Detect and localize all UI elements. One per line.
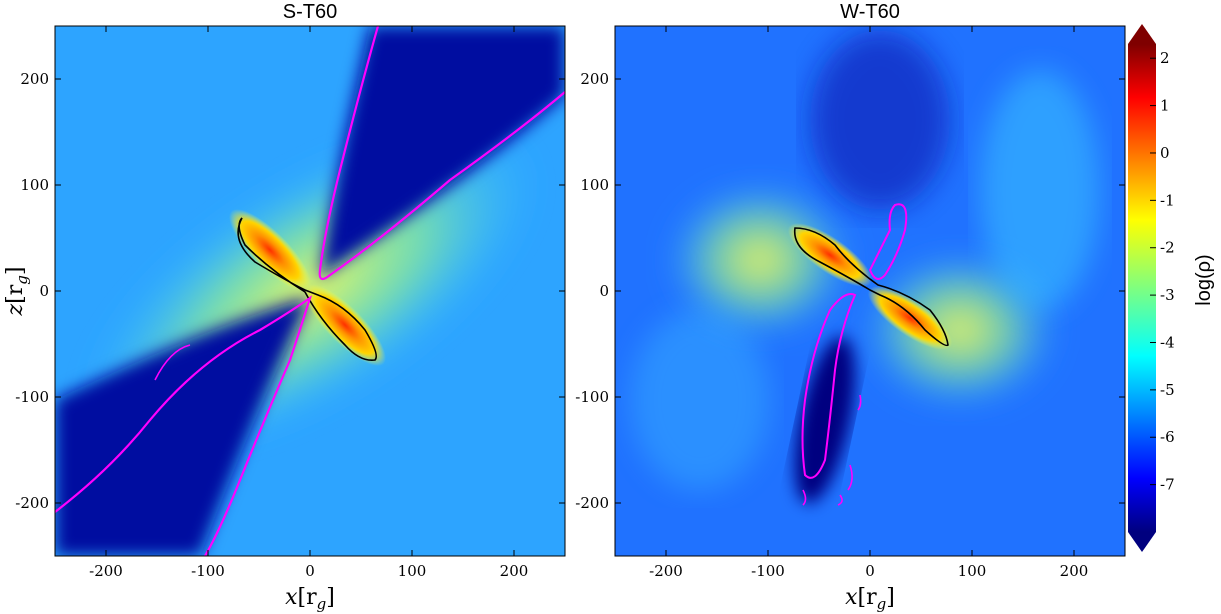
colorbar-gradient [1128, 44, 1156, 532]
right-xtick-label: 100 [958, 562, 987, 580]
left-ticks: -200 -100 0 100 200 -200 -100 0 100 200 [15, 26, 565, 580]
left-disk-contour [237, 217, 378, 362]
right-ticks: -200 -100 0 100 200 -200 -100 0 100 200 [575, 26, 1125, 580]
left-xlabel: x[rg] [285, 585, 335, 613]
panel-left: S-T60 -200 -100 0 100 200 -200 -100 0 100 200 x[r… [3, 1, 566, 613]
colorbar-bottom-arrow [1128, 532, 1156, 552]
right-title: W-T60 [840, 1, 900, 23]
left-ytick-label: 0 [39, 282, 49, 300]
left-funnel-contour-2 [55, 295, 313, 556]
right-heatmap [615, 26, 1125, 556]
colorbar: 2 1 0 -1 -2 -3 -4 -5 -6 -7 log(ρ) [1128, 24, 1215, 552]
left-xtick-label: 0 [305, 562, 315, 580]
colorbar-ticks: 2 1 0 -1 -2 -3 -4 -5 -6 -7 [1150, 49, 1175, 494]
left-xtick-label: 200 [500, 562, 529, 580]
left-ylabel: z[rg] [3, 267, 31, 317]
right-ytick-label: -100 [575, 388, 609, 406]
right-xtick-label: -200 [649, 562, 683, 580]
right-ytick-label: 200 [580, 70, 609, 88]
left-ytick-label: 100 [20, 176, 49, 194]
left-ytick-label: -100 [15, 388, 49, 406]
left-title: S-T60 [283, 1, 337, 23]
right-ytick-label: 0 [599, 282, 609, 300]
left-funnel-contour-1 [318, 26, 565, 281]
left-xtick-label: 100 [398, 562, 427, 580]
left-ytick-label: 200 [20, 70, 49, 88]
right-ytick-label: -200 [575, 494, 609, 512]
left-ytick-label: -200 [15, 494, 49, 512]
right-xtick-label: 0 [865, 562, 875, 580]
colorbar-tick-label: -4 [1160, 333, 1175, 351]
colorbar-tick-label: 0 [1160, 144, 1170, 162]
colorbar-tick-label: 2 [1160, 49, 1170, 67]
colorbar-tick-label: -7 [1160, 476, 1175, 494]
colorbar-top-arrow [1128, 24, 1156, 44]
right-xtick-label: 200 [1060, 562, 1089, 580]
colorbar-tick-label: -5 [1160, 381, 1175, 399]
colorbar-tick-label: -1 [1160, 191, 1175, 209]
right-xlabel: x[rg] [845, 585, 895, 613]
left-heatmap [55, 26, 565, 556]
right-xtick-label: -100 [751, 562, 785, 580]
right-disk-contour [793, 227, 949, 347]
colorbar-tick-label: -2 [1160, 239, 1175, 257]
right-funnel-contour-1 [868, 203, 908, 280]
left-xtick-label: -100 [191, 562, 225, 580]
left-xtick-label: -200 [89, 562, 123, 580]
panel-right: W-T60 -200 -100 0 100 200 -200 -100 0 100 200 x[r… [575, 1, 1126, 613]
colorbar-tick-label: -6 [1160, 428, 1175, 446]
right-ytick-label: 100 [580, 176, 609, 194]
colorbar-tick-label: 1 [1160, 97, 1170, 115]
colorbar-label: log(ρ) [1193, 254, 1215, 305]
colorbar-tick-label: -3 [1160, 286, 1175, 304]
right-funnel-contour-2 [801, 293, 857, 479]
